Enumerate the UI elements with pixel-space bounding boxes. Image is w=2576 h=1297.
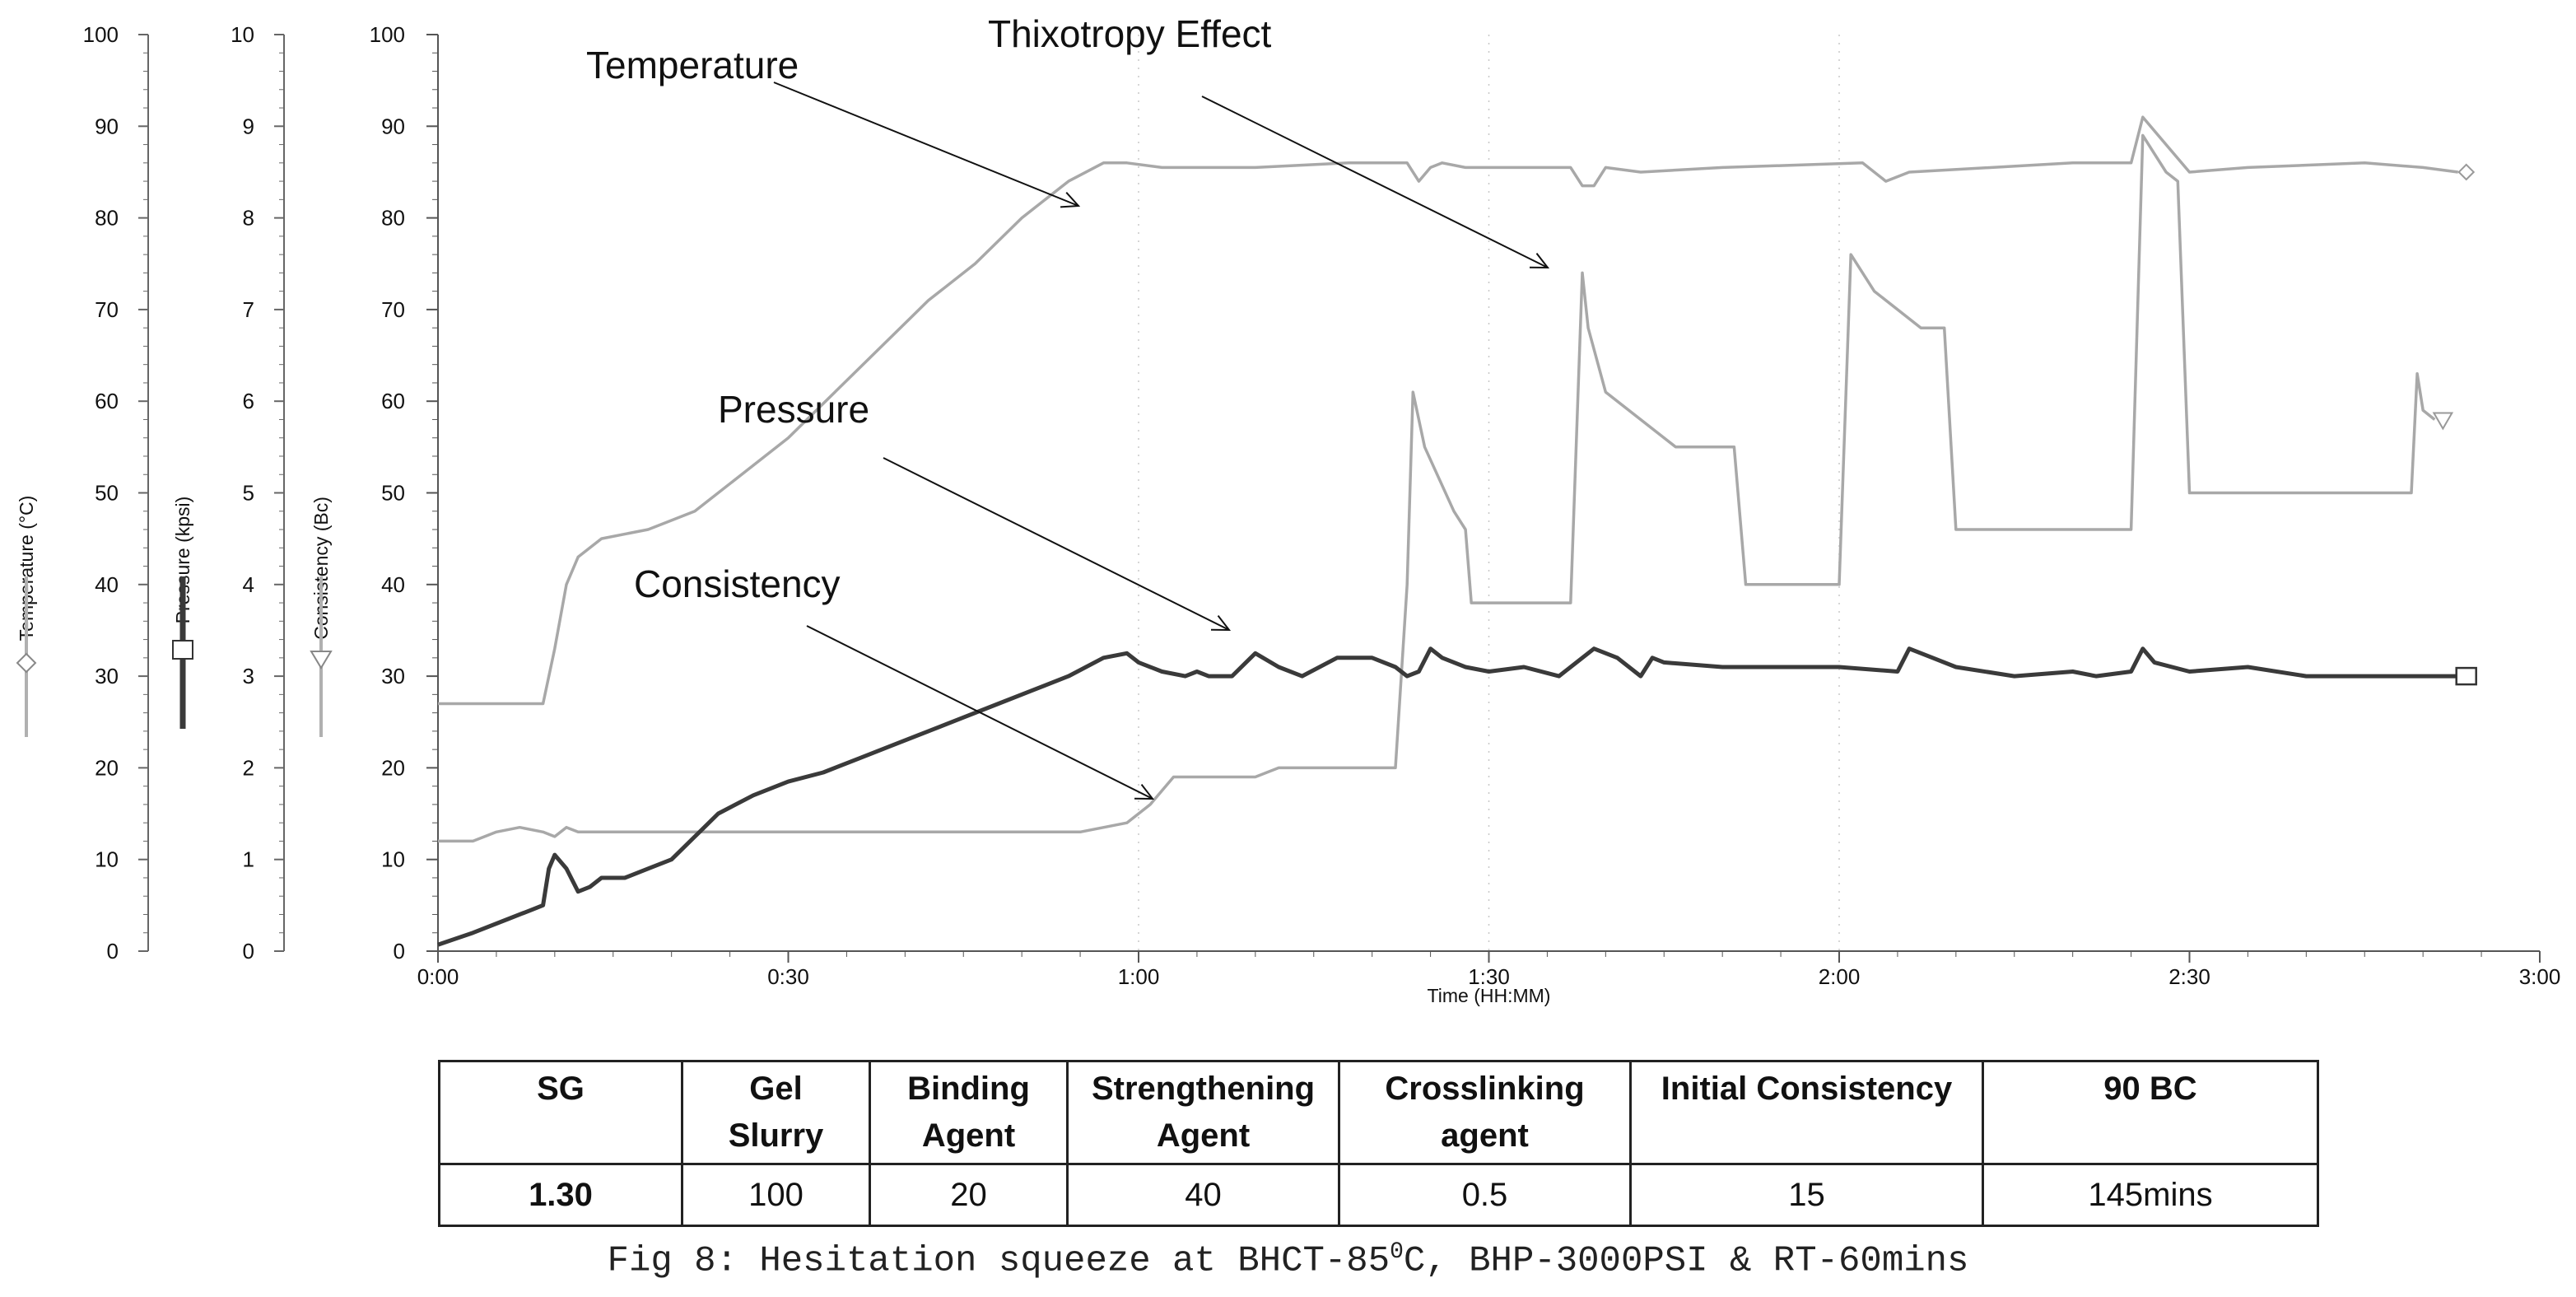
side-axis-tick-label: 60 [95,389,119,413]
figure-caption: Fig 8: Hesitation squeeze at BHCT-850C, … [0,1239,2576,1282]
main-y-tick-label: 10 [381,847,405,872]
annotation: Thixotropy Effect [988,12,1550,269]
side-axis-tick-label: 50 [95,481,119,506]
cell-90-bc: 145mins [1982,1163,2319,1227]
main-y-tick-label: 20 [381,755,405,780]
cell-sg: 1.30 [438,1163,683,1227]
annotation-label: Temperature [586,44,799,86]
series-line-thixotropy-effect [438,133,2436,843]
annotation: Consistency [634,562,1155,800]
header-gel-slurry: Gel Slurry [681,1060,871,1165]
x-tick-label: 0:00 [417,964,459,989]
main-y-tick-label: 0 [394,939,405,963]
series-end-marker [2457,163,2476,181]
main-y-tick-label: 70 [381,297,405,322]
main-y-tick-label: 50 [381,481,405,506]
triangle-marker [310,651,333,669]
side-axis-legend: Pressure (kpsi) [172,497,193,729]
main-y-tick-label: 30 [381,664,405,688]
x-tick-label: 1:30 [1468,964,1510,989]
side-axis-tick-label: 0 [243,939,254,963]
annotation-arrow-line [773,82,1079,207]
header-sg: SG [438,1060,683,1165]
annotation-arrow-head [1529,253,1550,269]
side-axis-tick-label: 70 [95,297,119,322]
annotation: Pressure [718,388,1232,632]
annotation-arrow-line [1201,96,1549,268]
side-axis-tick-label: 10 [95,847,119,872]
side-axis-tick-label: 0 [107,939,119,963]
header-initial-consistency: Initial Consistency [1629,1060,1984,1165]
side-axis-tick-label: 7 [243,297,254,322]
side-axis-tick-label: 3 [243,664,254,688]
square-marker [172,640,193,660]
diamond-marker [16,652,37,674]
formulation-table: SG Gel Slurry Binding Agent Strengthening A… [438,1060,2319,1227]
cell-initial-consistency: 15 [1629,1163,1984,1227]
annotation-layer: Temperature Thixotropy Effect Pressure Cons… [586,12,1550,800]
side-axis-tick-label: 9 [243,114,254,138]
x-tick-label: 3:00 [2519,964,2561,989]
main-y-tick-label: 100 [370,22,405,47]
header-strengthening-agent: Strengthening Agent [1066,1060,1340,1165]
side-axis-tick-label: 10 [231,22,254,47]
annotation-label: Pressure [718,388,869,431]
side-axis-legend: Consistency (Bc) [310,497,333,737]
x-tick-label: 2:00 [1819,964,1861,989]
header-90-bc: 90 BC [1982,1060,2319,1165]
main-y-tick-label: 90 [381,114,405,138]
series-end-marker [2455,666,2477,686]
caption-superscript: 0 [1390,1239,1404,1265]
series-end-marker [2432,412,2454,431]
annotation-arrow-line [883,457,1230,631]
side-axis-tick-label: 30 [95,664,119,688]
cell-binding-agent: 20 [869,1163,1069,1227]
x-tick-label: 2:30 [2168,964,2210,989]
table-row: 1.30 100 20 40 0.5 15 145mins [438,1163,2319,1227]
side-axis-tick-label: 80 [95,206,119,231]
header-binding-agent: Binding Agent [869,1060,1069,1165]
x-tick-label: 1:00 [1118,964,1160,989]
annotation-label: Thixotropy Effect [988,12,1272,55]
table-header-row: SG Gel Slurry Binding Agent Strengthening A… [438,1060,2319,1165]
cell-gel-slurry: 100 [681,1163,871,1227]
cell-crosslinking-agent: 0.5 [1338,1163,1632,1227]
main-y-tick-label: 80 [381,206,405,231]
annotation: Temperature [586,44,1081,208]
cell-strengthening-agent: 40 [1066,1163,1340,1227]
side-axis-tick-label: 100 [83,22,119,47]
annotation-arrow-head [1060,192,1081,208]
x-tick-label: 0:30 [767,964,809,989]
side-axis-tick-label: 1 [243,847,254,872]
side-axis-tick-label: 40 [95,572,119,597]
side-axis-tick-label: 20 [95,755,119,780]
caption-suffix: C, BHP-3000PSI & RT-60mins [1403,1240,1969,1282]
side-axis-tick-label: 8 [243,206,254,231]
side-axis-tick-label: 90 [95,114,119,138]
side-axis-tick-label: 2 [243,755,254,780]
annotation-arrow-head [1210,614,1232,632]
caption-prefix: Fig 8: Hesitation squeeze at BHCT-85 [607,1240,1390,1282]
series-layer [437,115,2477,947]
series-line-temperature [438,115,2458,706]
side-axis-tick-label: 5 [243,481,254,506]
side-axis-tick-label: 6 [243,389,254,413]
side-axis-tick-label: 4 [243,572,254,597]
header-crosslinking-agent: Crosslinking agent [1338,1060,1632,1165]
x-axis-title: Time (HH:MM) [1428,985,1551,1006]
main-y-tick-label: 40 [381,572,405,597]
annotation-arrow-line [806,625,1153,800]
annotation-label: Consistency [634,562,841,605]
side-axis-legend: Temperature (°C) [16,496,37,737]
series-line-pressure [437,646,2458,947]
annotation-arrow-head [1134,783,1155,800]
main-y-tick-label: 60 [381,389,405,413]
